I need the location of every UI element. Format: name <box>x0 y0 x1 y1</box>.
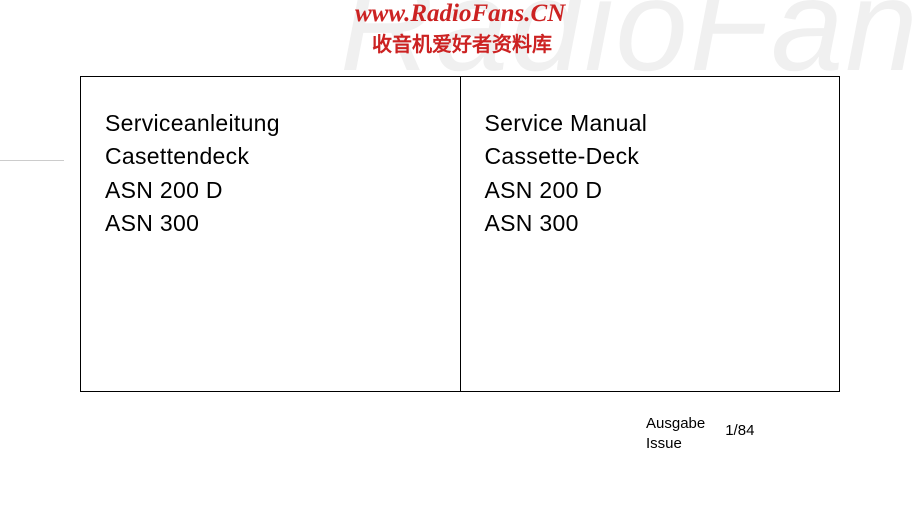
english-subtitle: Cassette-Deck <box>485 140 840 173</box>
leader-line <box>0 160 64 161</box>
panel-german: Serviceanleitung Casettendeck ASN 200 D … <box>81 77 461 391</box>
issue-date: 1/84 <box>725 414 754 439</box>
english-model-1: ASN 200 D <box>485 174 840 207</box>
issue-labels: Ausgabe Issue <box>646 414 705 453</box>
watermark-chinese-text: 收音机爱好者资料库 <box>372 28 552 57</box>
german-subtitle: Casettendeck <box>105 140 460 173</box>
panel-english: Service Manual Cassette-Deck ASN 200 D A… <box>461 77 840 391</box>
english-model-2: ASN 300 <box>485 207 840 240</box>
german-model-1: ASN 200 D <box>105 174 460 207</box>
issue-label-english: Issue <box>646 434 705 454</box>
issue-section: Ausgabe Issue 1/84 <box>646 414 754 453</box>
issue-label-german: Ausgabe <box>646 414 705 434</box>
english-title: Service Manual <box>485 107 840 140</box>
watermark-url: www.RadioFans.CN <box>355 0 565 28</box>
document-frame: Serviceanleitung Casettendeck ASN 200 D … <box>80 76 840 392</box>
german-model-2: ASN 300 <box>105 207 460 240</box>
german-title: Serviceanleitung <box>105 107 460 140</box>
